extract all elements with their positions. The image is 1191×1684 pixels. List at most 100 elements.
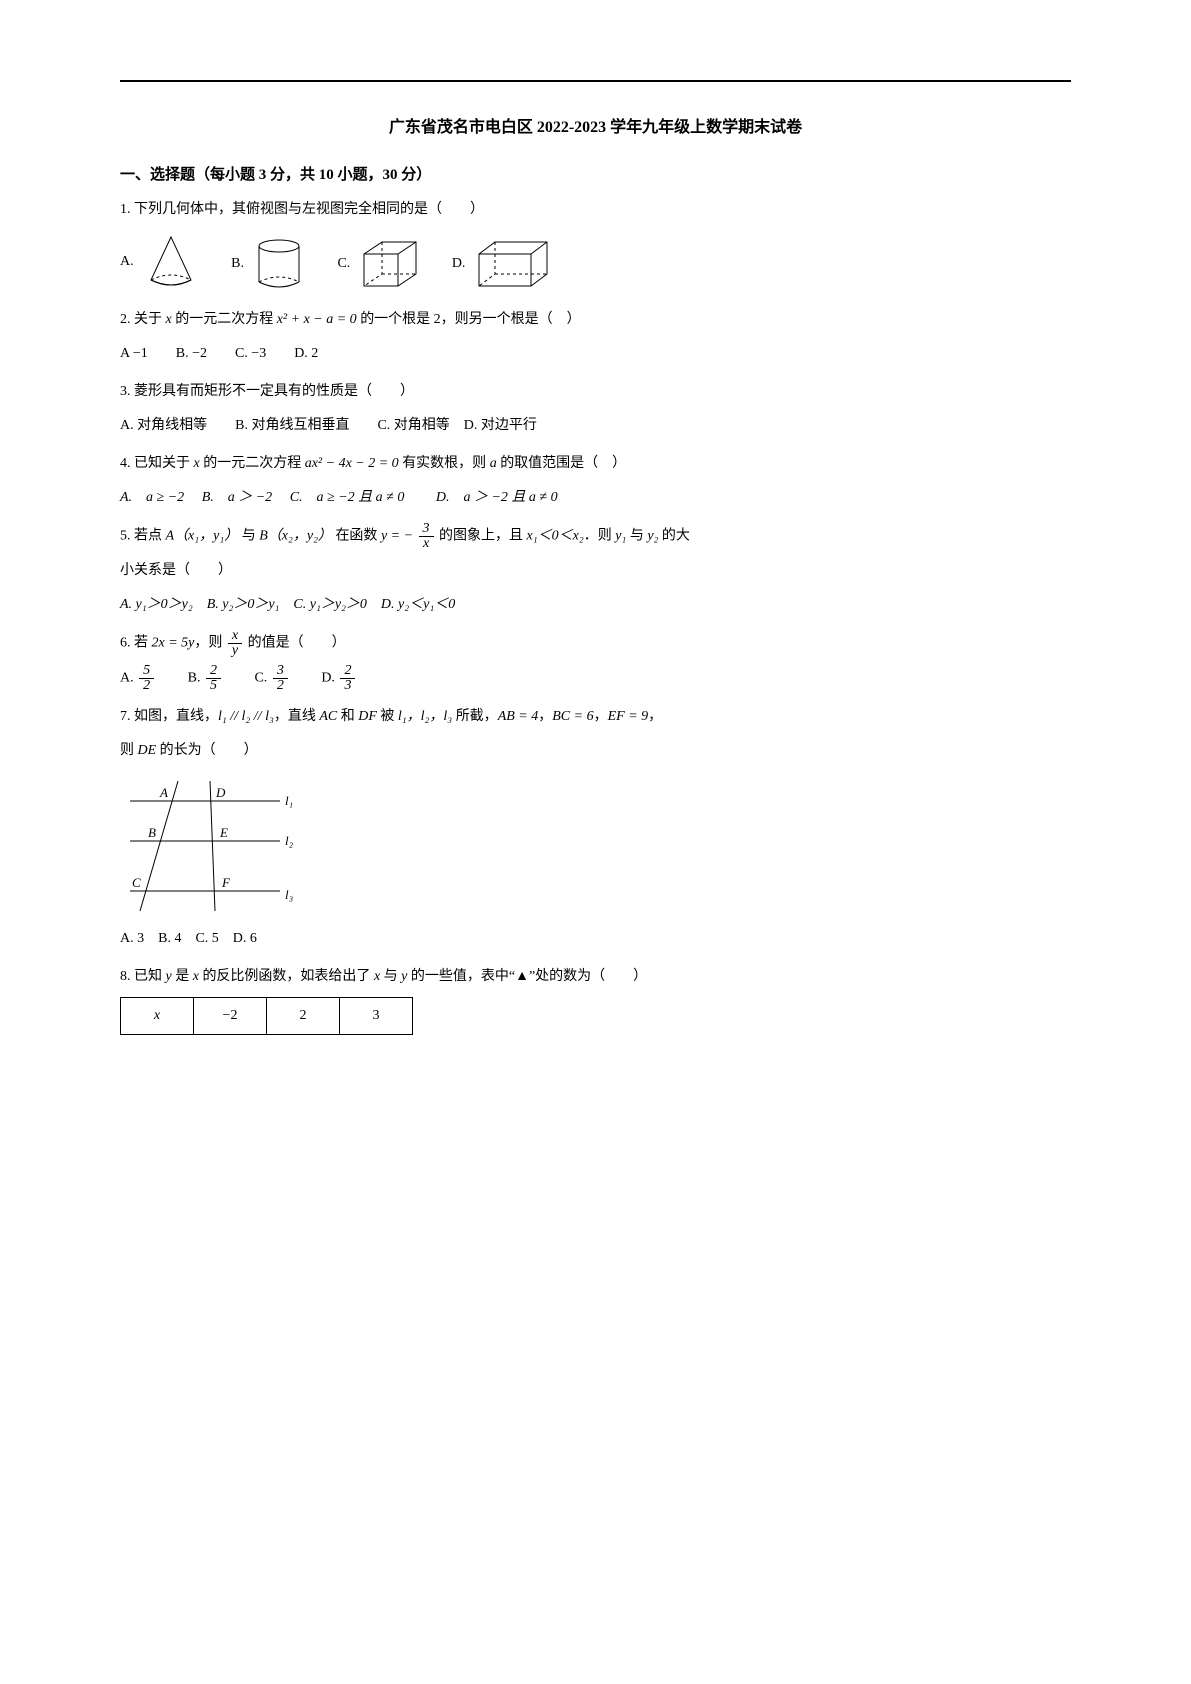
q7-line2: 则 DE 的长为（ ） — [120, 737, 1071, 765]
q7-AB: AB = 4 — [498, 709, 539, 724]
q6-frac-den: y — [228, 644, 242, 658]
q1-opt-d: D. — [452, 236, 553, 292]
q4-a: 4. 已知关于 — [120, 456, 194, 471]
q7-AC: AC — [319, 709, 337, 724]
q5-a: 5. 若点 — [120, 529, 166, 544]
q6-B-frac: 25 — [206, 664, 221, 693]
q6-A-d: 2 — [139, 679, 154, 693]
q5-y2: y₂ — [647, 529, 658, 544]
q5-b: 与 — [238, 529, 259, 544]
q5-stem: 5. 若点 A（x₁，y₁） 与 B（x₂，y₂） 在函数 y = − 3x 的… — [120, 522, 1071, 551]
q1-stem: 1. 下列几何体中，其俯视图与左视图完全相同的是（ ） — [120, 196, 1071, 224]
q4-c: 有实数根，则 — [399, 456, 490, 471]
q7-DE: DE — [138, 743, 157, 758]
q5-c: 在函数 — [332, 529, 381, 544]
q5-e: ．则 — [584, 529, 616, 544]
table-cell-1: −2 — [194, 998, 267, 1035]
q8-d: 与 — [380, 969, 401, 984]
q8-table: x −2 2 3 — [120, 997, 413, 1035]
top-rule — [120, 80, 1071, 82]
q4-opt-a: A. a ≥ −2 — [120, 490, 184, 505]
q8-c: 的反比例函数，如表给出了 — [199, 969, 374, 984]
q6-C-frac: 32 — [273, 664, 288, 693]
q2-text-c: 的一个根是 2，则另一个根是（ ） — [357, 312, 581, 327]
q6-C-d: 2 — [273, 679, 288, 693]
q3-opts: A. 对角线相等 B. 对角线互相垂直 C. 对角相等 D. 对边平行 — [120, 412, 1071, 440]
q4-opt-b: B. a ＞ −2 — [202, 490, 273, 505]
fig-label-l3: l₃ — [285, 887, 293, 902]
q6-D-label: D. — [321, 671, 335, 686]
section-a-heading: 一、选择题（每小题 3 分，共 10 小题，30 分） — [120, 160, 1071, 190]
q7-d: 被 — [377, 709, 398, 724]
q7-b: ，直线 — [274, 709, 320, 724]
q1-opt-a: A. — [120, 232, 201, 292]
q4-avar: a — [490, 456, 497, 471]
q5-frac-den: x — [419, 537, 434, 551]
q6-B-label: B. — [188, 671, 201, 686]
q7-DF: DF — [358, 709, 377, 724]
q6-B-n: 2 — [206, 664, 221, 679]
fig-label-D: D — [215, 785, 226, 800]
fig-label-F: F — [221, 875, 231, 890]
q7-opts: A. 3 B. 4 C. 5 D. 6 — [120, 925, 1071, 953]
q8-a: 8. 已知 — [120, 969, 166, 984]
q2-eq: x² + x − a = 0 — [277, 312, 357, 327]
q7-ls: l₁，l₂，l₃ — [398, 709, 452, 724]
table-cell-3: 3 — [340, 998, 413, 1035]
table-row: x −2 2 3 — [121, 998, 413, 1035]
q6-C-n: 3 — [273, 664, 288, 679]
q6-D-d: 3 — [340, 679, 355, 693]
q4-opts: A. a ≥ −2 B. a ＞ −2 C. a ≥ −2 且 a ≠ 0 D.… — [120, 484, 1071, 512]
q6-frac-num: x — [228, 629, 242, 644]
q2-text-b: 的一元二次方程 — [172, 312, 277, 327]
q1-opt-d-label: D. — [452, 256, 466, 271]
q6-eq: 2x = 5y — [152, 636, 195, 651]
q6-b: ，则 — [194, 636, 226, 651]
cube-icon — [358, 236, 422, 292]
q5-cond: x₁＜0＜x₂ — [527, 529, 584, 544]
q6-B-d: 5 — [206, 679, 221, 693]
q6-stem: 6. 若 2x = 5y，则 xy 的值是（ ） — [120, 629, 1071, 658]
q1-opt-b: B. — [231, 236, 307, 292]
q6-a: 6. 若 — [120, 636, 152, 651]
q5-B: B（x₂，y₂） — [259, 529, 332, 544]
q1-opt-c-label: C. — [337, 256, 350, 271]
q6-A-n: 5 — [139, 664, 154, 679]
q4-b: 的一元二次方程 — [200, 456, 305, 471]
q6-D-n: 2 — [340, 664, 355, 679]
q7-stem: 7. 如图，直线，l₁ // l₂ // l₃，直线 AC 和 DF 被 l₁，… — [120, 703, 1071, 731]
exam-page: 广东省茂名市电白区 2022-2023 学年九年级上数学期末试卷 一、选择题（每… — [0, 0, 1191, 1684]
fig-label-l1: l₁ — [285, 793, 293, 808]
q5-opts: A. y₁＞0＞y₂ B. y₂＞0＞y₁ C. y₁＞y₂＞0 D. y₂＜y… — [120, 591, 1071, 619]
parallel-lines-icon: A D B E C F l₁ l₂ l₃ — [120, 771, 320, 921]
q6-opts: A. 52 B. 25 C. 32 D. 23 — [120, 664, 1071, 693]
q3-stem: 3. 菱形具有而矩形不一定具有的性质是（ ） — [120, 378, 1071, 406]
q7-s1: ， — [538, 709, 552, 724]
q7-l2b: 的长为（ ） — [156, 743, 258, 758]
prism-icon — [473, 236, 553, 292]
q1-options-row: A. B. C. — [120, 232, 1071, 292]
q8-b: 是 — [172, 969, 193, 984]
q4-opt-d: D. a ＞ −2 且 a ≠ 0 — [436, 490, 558, 505]
q2-text-a: 2. 关于 — [120, 312, 166, 327]
q6-D-frac: 23 — [340, 664, 355, 693]
q1-opt-a-label: A. — [120, 254, 134, 269]
q5-frac: 3x — [419, 522, 434, 551]
q7-a: 7. 如图，直线， — [120, 709, 218, 724]
q2-opts: A −1 B. −2 C. −3 D. 2 — [120, 340, 1071, 368]
q1-opt-c: C. — [337, 236, 421, 292]
q7-c: 和 — [337, 709, 358, 724]
q5-f: 与 — [626, 529, 647, 544]
q7-figure: A D B E C F l₁ l₂ l₃ — [120, 771, 1071, 921]
q5-line2: 小关系是（ ） — [120, 557, 1071, 585]
q7-EF: EF = 9 — [608, 709, 649, 724]
q6-frac: xy — [228, 629, 242, 658]
q7-s2: ， — [594, 709, 608, 724]
q4-opt-c: C. a ≥ −2 且 a ≠ 0 — [290, 490, 405, 505]
q7-l2a: 则 — [120, 743, 138, 758]
q5-g: 的大 — [658, 529, 690, 544]
q1-opt-b-label: B. — [231, 256, 244, 271]
q4-stem: 4. 已知关于 x 的一元二次方程 ax² − 4x − 2 = 0 有实数根，… — [120, 450, 1071, 478]
q7-par: l₁ // l₂ // l₃ — [218, 709, 274, 724]
fig-label-l2: l₂ — [285, 833, 294, 848]
